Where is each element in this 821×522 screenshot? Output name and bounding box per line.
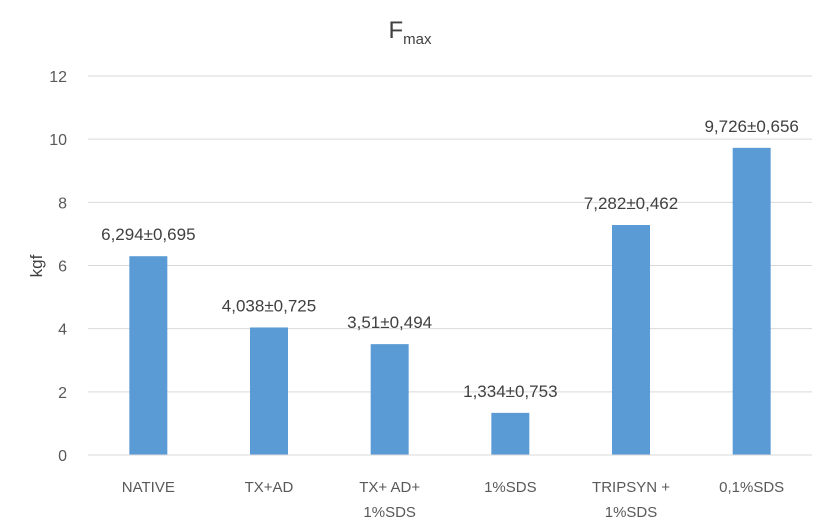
gridlines [88,75,812,393]
y-tick-label: 4 [58,322,67,339]
bar [491,412,530,455]
data-label: 1,334±0,753 [463,382,557,401]
data-label: 3,51±0,494 [347,313,432,332]
y-tick-label: 10 [49,132,67,149]
bar [250,327,288,455]
x-category-label: TX+ AD+ [359,479,420,496]
x-axis-categories: NATIVE TX+AD TX+ AD+ 1%SDS 1%SDS TRIPSYN + 1%S… [122,479,784,521]
y-tick-label: 6 [58,259,67,276]
y-axis-title: kgf [27,254,46,277]
bar [129,256,168,455]
bars [129,147,771,455]
bar [370,344,409,455]
x-category-label: 1%SDS [484,479,537,496]
x-category-label: TRIPSYN + [592,479,670,496]
x-category-label: 1%SDS [363,504,416,521]
data-label: 4,038±0,725 [222,296,316,315]
x-category-label: NATIVE [122,479,175,496]
x-category-label: 0,1%SDS [719,479,784,496]
y-tick-label: 0 [58,448,67,465]
y-axis-ticks: 0 2 4 6 8 10 12 [49,69,67,465]
y-tick-label: 8 [58,195,67,212]
y-tick-label: 2 [58,385,67,402]
bar [612,225,650,455]
data-label: 7,282±0,462 [584,194,678,213]
data-label: 9,726±0,656 [704,117,798,136]
chart-title-main: F [388,17,403,44]
x-category-label: 1%SDS [605,504,658,521]
chart-title-subscript: max [403,31,432,48]
y-tick-label: 12 [49,69,67,86]
data-labels: 6,294±0,695 4,038±0,725 3,51±0,494 1,334±0,… [101,117,799,401]
chart-title: Fmax [388,17,432,48]
x-category-label: TX+AD [245,479,294,496]
data-label: 6,294±0,695 [101,225,195,244]
bar [732,147,771,455]
